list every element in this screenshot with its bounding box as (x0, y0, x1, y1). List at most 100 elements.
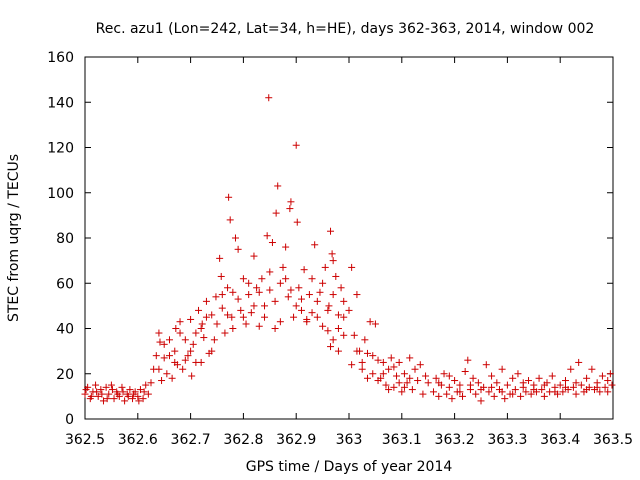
data-point (519, 383, 527, 391)
data-point (419, 390, 427, 398)
x-tick-label: 363.5 (593, 432, 633, 448)
data-point (171, 347, 179, 355)
data-point (225, 193, 233, 201)
data-point (395, 379, 403, 387)
data-point (400, 370, 408, 378)
data-point (176, 329, 184, 337)
data-point (189, 340, 197, 348)
data-point (593, 383, 601, 391)
data-point (525, 377, 533, 385)
y-tick-label: 80 (56, 231, 74, 247)
data-point (297, 295, 305, 303)
data-point (93, 388, 101, 396)
data-point (200, 334, 208, 342)
data-point (121, 397, 129, 405)
data-point (348, 361, 356, 369)
data-point (263, 232, 271, 240)
data-point (245, 291, 253, 299)
data-point (156, 338, 164, 346)
data-point (195, 306, 203, 314)
data-point (181, 336, 189, 344)
data-point (482, 361, 490, 369)
data-point (325, 302, 333, 310)
data-point (327, 343, 335, 351)
data-point (535, 374, 543, 382)
data-point (118, 383, 126, 391)
data-point (403, 379, 411, 387)
data-point (282, 275, 290, 283)
data-point (102, 383, 110, 391)
data-point (575, 358, 583, 366)
data-point (231, 234, 239, 242)
data-point (130, 390, 138, 398)
data-point (334, 311, 342, 319)
data-point (464, 356, 472, 364)
data-point (498, 388, 506, 396)
data-point (258, 275, 266, 283)
data-point (348, 263, 356, 271)
data-point (210, 336, 218, 344)
data-point (114, 390, 122, 398)
data-point (287, 198, 295, 206)
data-point (406, 354, 414, 362)
data-point (228, 313, 236, 321)
data-point (98, 390, 106, 398)
data-point (435, 392, 443, 400)
data-point (158, 377, 166, 385)
data-point (329, 257, 337, 265)
data-point (295, 284, 303, 292)
data-point (239, 313, 247, 321)
axis-ticks: 362.5 362.6 362.7 362.8 362.9 363 363.1 363.2 36… (47, 50, 633, 448)
y-tick-label: 20 (56, 367, 74, 383)
data-point (147, 379, 155, 387)
data-point (92, 381, 100, 389)
data-point (274, 182, 282, 190)
data-point (181, 356, 189, 364)
data-point (443, 390, 451, 398)
x-tick-label: 363.4 (540, 432, 580, 448)
data-point (509, 374, 517, 382)
y-tick-label: 140 (47, 95, 74, 111)
data-point (559, 388, 567, 396)
data-point (155, 329, 163, 337)
data-point (334, 347, 342, 355)
data-point (229, 325, 237, 332)
data-point (140, 388, 148, 396)
data-point (171, 358, 179, 366)
data-point (517, 392, 525, 400)
data-point (445, 383, 453, 391)
data-point (172, 325, 180, 332)
data-point (276, 279, 284, 287)
y-tick-label: 60 (56, 276, 74, 292)
data-point (556, 381, 564, 389)
data-point (358, 365, 366, 373)
data-point (239, 275, 247, 283)
data-point (398, 388, 406, 396)
data-point (286, 205, 294, 213)
data-point (379, 358, 387, 366)
data-point (129, 395, 137, 403)
data-point (485, 388, 493, 396)
data-point (514, 370, 522, 378)
data-point (596, 388, 604, 396)
data-point (608, 381, 616, 389)
data-point (382, 381, 390, 389)
data-point (250, 302, 258, 310)
x-axis-label: GPS time / Days of year 2014 (246, 459, 453, 475)
data-point (287, 286, 295, 294)
data-point (221, 329, 229, 337)
data-point (572, 379, 580, 387)
data-point (606, 370, 614, 378)
data-point (387, 354, 395, 362)
data-point (268, 239, 276, 247)
data-point (293, 218, 301, 226)
data-point (551, 388, 559, 396)
data-point (99, 397, 107, 405)
data-point (363, 374, 371, 382)
data-point (432, 374, 440, 382)
data-point (414, 377, 422, 385)
data-point (440, 370, 448, 378)
x-tick-label: 363 (336, 432, 363, 448)
data-point (134, 392, 142, 400)
data-point (422, 372, 430, 380)
